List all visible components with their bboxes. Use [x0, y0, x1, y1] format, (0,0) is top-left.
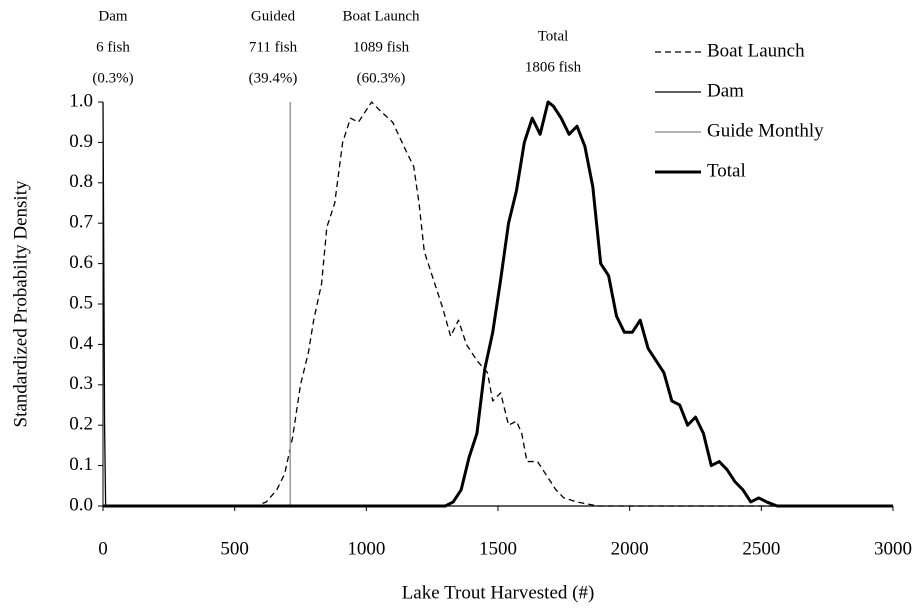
legend-label: Boat Launch	[707, 40, 805, 61]
y-tick-label: 0.0	[69, 494, 93, 515]
x-tick-label: 0	[98, 538, 108, 559]
annotation: Dam	[98, 8, 127, 24]
y-axis-label: Standardized Probabilty Density	[10, 180, 31, 427]
y-tick-label: 0.3	[69, 373, 93, 394]
y-tick-label: 0.8	[69, 171, 93, 192]
annotation: (60.3%)	[357, 70, 406, 86]
x-tick-label: 1000	[347, 538, 385, 559]
y-tick-label: 0.1	[69, 454, 93, 475]
annotation: 6 fish	[96, 39, 130, 55]
series-line	[103, 100, 893, 508]
x-tick-label: 3000	[874, 538, 912, 559]
annotation: (39.4%)	[249, 70, 298, 86]
y-tick-label: 0.9	[69, 131, 93, 152]
y-tick-label: 1.0	[69, 90, 93, 111]
y-tick-label: 0.5	[69, 292, 93, 313]
x-tick-label: 2000	[611, 538, 649, 559]
legend-label: Dam	[707, 80, 744, 101]
x-tick-label: 500	[220, 538, 249, 559]
annotation: (0.3%)	[92, 70, 133, 86]
y-tick-label: 0.6	[69, 252, 93, 273]
legend-label: Total	[707, 160, 746, 181]
series-line	[102, 101, 893, 507]
y-tick-label: 0.7	[69, 212, 93, 233]
legend-label: Guide Monthly	[707, 120, 824, 141]
y-tick-label: 0.2	[69, 414, 93, 435]
annotation: 711 fish	[249, 39, 298, 55]
x-tick-label: 1500	[479, 538, 517, 559]
x-tick-label: 2500	[742, 538, 780, 559]
series-line	[103, 101, 893, 507]
annotation: 1806 fish	[525, 59, 582, 75]
annotation: Boat Launch	[342, 8, 420, 24]
y-tick-label: 0.4	[69, 333, 93, 354]
x-axis-label: Lake Trout Harvested (#)	[402, 582, 595, 603]
annotation: Total	[538, 28, 569, 44]
annotation: 1089 fish	[353, 39, 410, 55]
annotation: Guided	[251, 8, 296, 24]
